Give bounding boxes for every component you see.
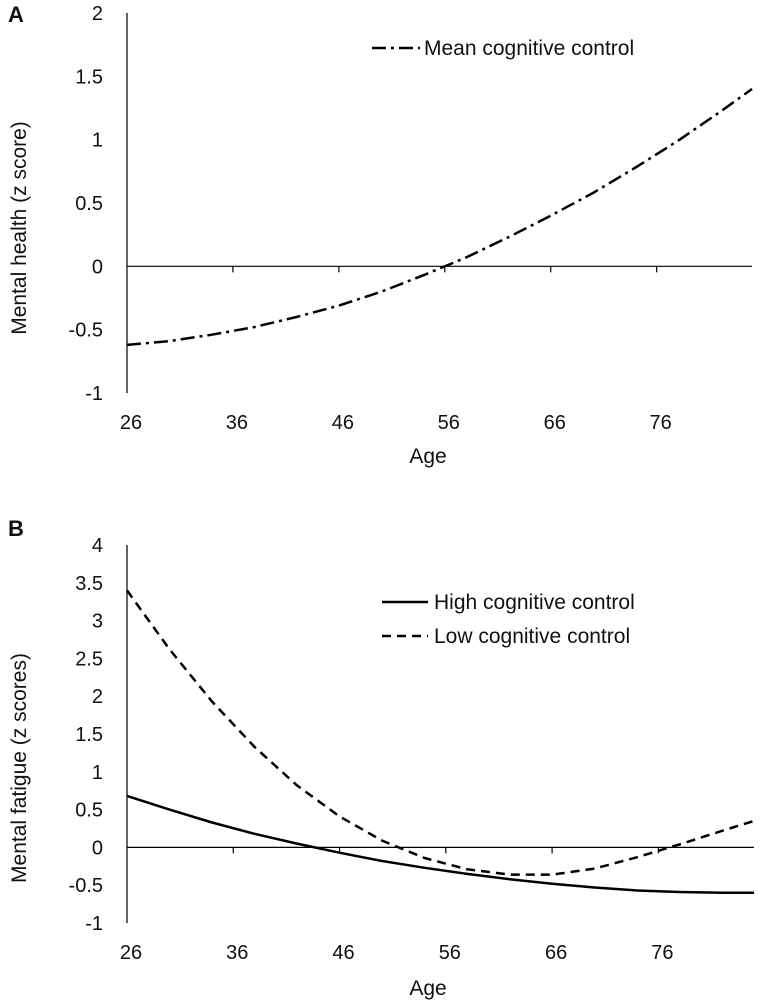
panel-b-label: B xyxy=(8,516,24,541)
x-tick-label: 46 xyxy=(332,942,354,964)
y-tick-label: 1 xyxy=(92,130,103,152)
series-line-mean-cognitive-control xyxy=(126,87,753,347)
panel-b-series xyxy=(125,589,755,895)
legend-label-low-cognitive-control: Low cognitive control xyxy=(434,625,630,648)
panel-b-x-axis-title: Age xyxy=(409,977,446,1000)
panel-a-series xyxy=(126,87,753,347)
y-tick-label: -0.5 xyxy=(69,875,103,897)
y-tick-label: 0 xyxy=(92,837,103,859)
y-tick-label: 3.5 xyxy=(75,573,103,595)
panel-b: B -1 -0.5 0 0.5 1 1.5 2 2.5 3 3.5 4 26 36 46 56 66 76 A… xyxy=(8,516,755,1000)
panel-b-legend: High cognitive control Low cognitive con… xyxy=(382,591,635,648)
panel-a-y-axis-title: Mental health (z score) xyxy=(8,121,31,335)
x-tick-label: 56 xyxy=(439,942,461,964)
panel-a-x-tick-labels: 26 36 46 56 66 76 xyxy=(120,412,672,434)
y-tick-label: 1 xyxy=(92,762,103,784)
y-tick-label: -1 xyxy=(85,913,103,935)
series-line-low-cognitive-control xyxy=(125,589,755,876)
x-tick-label: 76 xyxy=(651,942,673,964)
series-line-high-cognitive-control xyxy=(126,794,754,895)
y-tick-label: 4 xyxy=(92,535,103,557)
x-tick-label: 26 xyxy=(120,412,142,434)
y-tick-label: 3 xyxy=(92,611,103,633)
panel-b-y-axis-title: Mental fatigue (z scores) xyxy=(8,653,31,883)
x-tick-label: 36 xyxy=(226,942,248,964)
x-tick-label: 36 xyxy=(226,412,248,434)
panel-b-x-tick-labels: 26 36 46 56 66 76 xyxy=(120,942,674,964)
panel-a-legend: Mean cognitive control xyxy=(372,37,634,60)
y-tick-label: -0.5 xyxy=(69,320,103,342)
y-tick-label: 0 xyxy=(92,256,103,278)
y-tick-label: 2 xyxy=(92,686,103,708)
panel-a-axes xyxy=(126,13,752,393)
x-tick-label: 46 xyxy=(332,412,354,434)
y-tick-label: -1 xyxy=(85,383,103,405)
legend-label-mean-cognitive-control: Mean cognitive control xyxy=(424,37,634,60)
y-tick-label: 2 xyxy=(92,3,103,25)
x-tick-label: 66 xyxy=(544,412,566,434)
panel-a-x-axis-title: Age xyxy=(409,445,446,468)
x-tick-label: 76 xyxy=(650,412,672,434)
y-tick-label: 1.5 xyxy=(75,724,103,746)
y-tick-label: 1.5 xyxy=(75,66,103,88)
panel-a-label: A xyxy=(8,2,24,27)
panel-a: A -1 -0.5 0 0.5 1 1.5 2 26 36 46 56 66 76 Age Menta… xyxy=(8,2,753,468)
panel-b-axes xyxy=(126,545,754,923)
y-tick-label: 2.5 xyxy=(75,648,103,670)
y-tick-label: 0.5 xyxy=(75,193,103,215)
x-tick-label: 56 xyxy=(438,412,460,434)
x-tick-label: 66 xyxy=(545,942,567,964)
panel-a-y-tick-labels: -1 -0.5 0 0.5 1 1.5 2 xyxy=(69,3,103,405)
y-tick-label: 0.5 xyxy=(75,800,103,822)
legend-label-high-cognitive-control: High cognitive control xyxy=(434,591,635,614)
x-tick-label: 26 xyxy=(120,942,142,964)
panel-b-y-tick-labels: -1 -0.5 0 0.5 1 1.5 2 2.5 3 3.5 4 xyxy=(69,535,103,935)
